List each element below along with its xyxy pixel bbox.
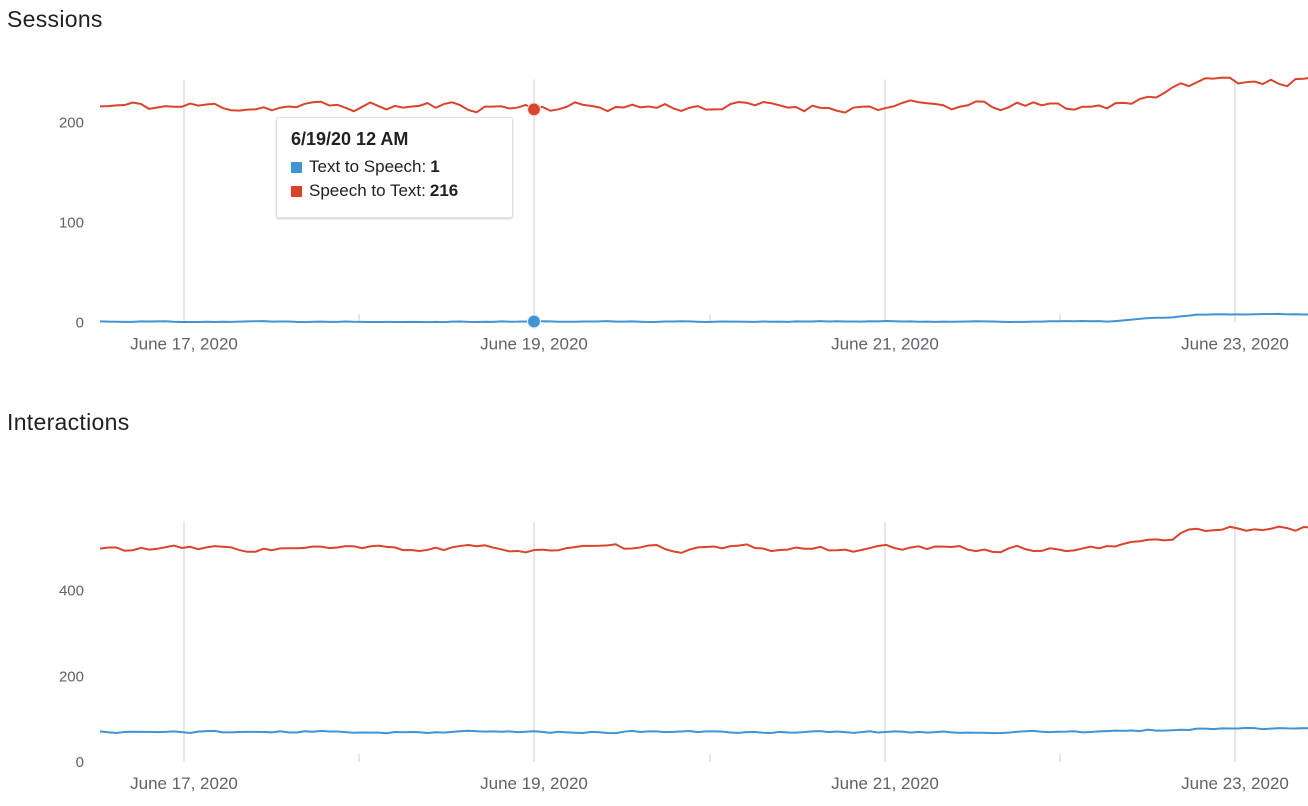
svg-text:400: 400: [59, 583, 84, 600]
svg-text:0: 0: [76, 754, 84, 771]
svg-text:200: 200: [59, 115, 84, 132]
svg-text:June 19, 2020: June 19, 2020: [480, 774, 588, 793]
svg-text:June 21, 2020: June 21, 2020: [831, 335, 939, 354]
svg-text:June 23, 2020: June 23, 2020: [1181, 774, 1289, 793]
svg-text:100: 100: [59, 215, 84, 232]
svg-text:June 17, 2020: June 17, 2020: [130, 774, 238, 793]
svg-text:June 23, 2020: June 23, 2020: [1181, 335, 1289, 354]
svg-text:200: 200: [59, 668, 84, 685]
svg-text:0: 0: [76, 315, 84, 332]
svg-text:June 21, 2020: June 21, 2020: [831, 774, 939, 793]
svg-text:June 17, 2020: June 17, 2020: [130, 335, 238, 354]
svg-text:June 19, 2020: June 19, 2020: [480, 335, 588, 354]
